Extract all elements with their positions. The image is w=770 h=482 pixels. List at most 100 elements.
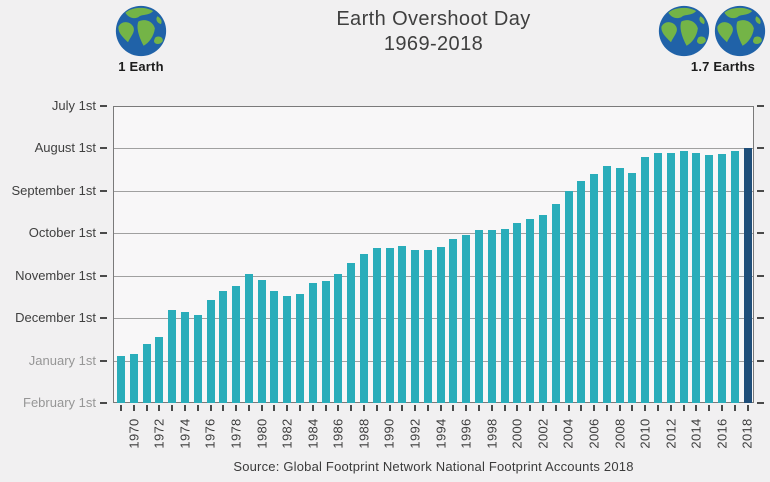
x-axis-tick bbox=[183, 405, 186, 411]
x-axis-tick bbox=[669, 405, 672, 411]
x-axis-tick bbox=[503, 405, 506, 411]
chart-title-line2: 1969-2018 bbox=[383, 33, 484, 55]
y-axis-tick-left bbox=[100, 317, 107, 320]
bar-1976 bbox=[206, 299, 215, 403]
bar-2010 bbox=[641, 156, 650, 403]
x-axis-tick bbox=[720, 405, 723, 411]
bar-1977 bbox=[219, 291, 228, 403]
x-axis-tick bbox=[593, 405, 596, 411]
gridline bbox=[114, 360, 753, 362]
x-axis-tick bbox=[708, 405, 711, 411]
x-axis-tick bbox=[260, 405, 263, 411]
y-axis-tick-left bbox=[100, 402, 107, 404]
bar-1980 bbox=[257, 279, 266, 403]
bar-1997 bbox=[475, 230, 483, 403]
gridline bbox=[114, 148, 753, 150]
x-axis-label-2018: 2018 bbox=[729, 412, 767, 454]
x-axis-tick bbox=[567, 405, 570, 411]
y-axis-label: August 1st bbox=[34, 140, 96, 156]
x-axis-tick bbox=[324, 405, 327, 411]
earth-icon bbox=[658, 5, 710, 57]
x-axis-tick bbox=[209, 405, 212, 411]
x-axis-tick bbox=[388, 405, 391, 411]
bar-2002 bbox=[538, 214, 547, 403]
x-axis-label-text: 2008 bbox=[612, 417, 628, 449]
x-axis-label-text: 2002 bbox=[535, 417, 551, 449]
bar-2015 bbox=[705, 155, 714, 403]
x-axis-label-text: 2012 bbox=[663, 417, 679, 449]
x-axis-tick bbox=[733, 405, 736, 411]
x-axis-label-text: 1974 bbox=[177, 417, 193, 449]
bar-1973 bbox=[168, 309, 177, 403]
x-axis-label-text: 1994 bbox=[433, 417, 449, 449]
x-axis-tick bbox=[222, 405, 225, 411]
bar-2008 bbox=[615, 167, 624, 403]
bar-1978 bbox=[232, 285, 241, 403]
x-axis-tick bbox=[132, 405, 135, 411]
chart-title-line1: Earth Overshoot Day bbox=[336, 8, 531, 30]
x-axis-tick bbox=[350, 405, 353, 411]
bar-2011 bbox=[654, 152, 662, 403]
x-axis-tick bbox=[158, 405, 161, 411]
x-axis-label-text: 1982 bbox=[279, 417, 295, 449]
bar-2007 bbox=[602, 166, 611, 403]
x-axis-label-text: 1996 bbox=[458, 417, 474, 449]
y-axis-tick-right bbox=[757, 105, 764, 107]
y-axis-tick-right bbox=[757, 402, 764, 404]
bar-1981 bbox=[270, 291, 279, 403]
x-axis-tick bbox=[235, 405, 238, 411]
x-axis-tick bbox=[644, 405, 647, 411]
bar-1994 bbox=[436, 246, 445, 403]
x-axis-tick bbox=[465, 405, 468, 411]
seventeen-tenths-earths-label: 1.7 Earths bbox=[690, 59, 756, 74]
y-axis-label: January 1st bbox=[28, 352, 96, 368]
earth-icon bbox=[714, 5, 766, 57]
bar-1972 bbox=[155, 337, 164, 403]
x-axis-tick bbox=[375, 405, 378, 411]
bar-1979 bbox=[244, 274, 253, 403]
bar-2000 bbox=[513, 223, 522, 403]
x-axis-label-text: 1990 bbox=[382, 417, 397, 449]
y-axis-label: July 1st bbox=[51, 98, 96, 113]
bar-2001 bbox=[526, 219, 535, 403]
chart-title: Earth Overshoot Day 1969-2018 bbox=[113, 7, 754, 57]
bar-1986 bbox=[334, 274, 343, 403]
bar-2009 bbox=[628, 173, 637, 403]
bar-2014 bbox=[692, 152, 701, 403]
x-axis-tick bbox=[299, 405, 301, 411]
bar-2006 bbox=[590, 174, 599, 403]
gridline bbox=[114, 233, 753, 235]
bar-1971 bbox=[142, 344, 151, 403]
x-axis-tick bbox=[746, 405, 749, 411]
x-axis-tick bbox=[529, 405, 532, 411]
x-axis-tick bbox=[478, 405, 480, 411]
y-axis-tick-right bbox=[757, 147, 764, 150]
x-axis-tick bbox=[247, 405, 250, 411]
x-axis-tick bbox=[439, 405, 442, 411]
y-axis-tick-left bbox=[100, 359, 107, 362]
bar-2016 bbox=[717, 153, 726, 403]
y-axis-label: December 1st bbox=[15, 310, 96, 326]
x-axis-tick bbox=[286, 405, 289, 411]
x-axis-tick bbox=[554, 405, 557, 411]
x-axis-tick bbox=[631, 405, 634, 411]
bar-1992 bbox=[411, 249, 420, 403]
x-axis-tick bbox=[337, 405, 340, 411]
x-axis-tick bbox=[426, 405, 429, 411]
x-axis-label-text: 1978 bbox=[228, 417, 244, 449]
x-axis-tick bbox=[580, 405, 583, 411]
y-axis-tick-right bbox=[757, 232, 764, 235]
bar-2005 bbox=[577, 181, 586, 403]
y-axis-label: October 1st bbox=[28, 225, 96, 241]
bar-1985 bbox=[321, 281, 330, 403]
y-axis-tick-right bbox=[757, 189, 764, 192]
x-axis-tick bbox=[311, 405, 314, 411]
x-axis-tick bbox=[196, 405, 199, 411]
y-axis-tick-left bbox=[100, 105, 107, 107]
x-axis-tick bbox=[414, 405, 417, 411]
bar-2013 bbox=[679, 151, 688, 403]
x-axis-tick bbox=[120, 405, 122, 411]
bar-2012 bbox=[666, 152, 675, 403]
x-axis-tick bbox=[145, 405, 148, 411]
